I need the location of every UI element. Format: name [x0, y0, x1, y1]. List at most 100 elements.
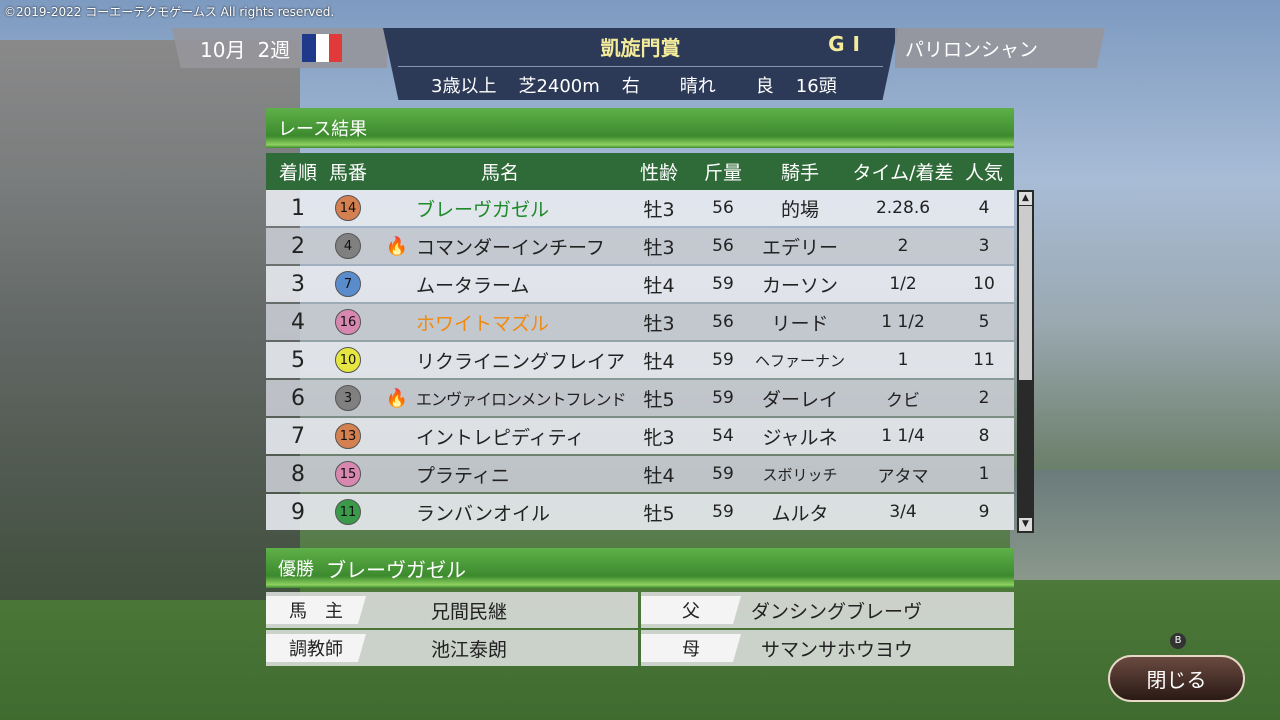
- number-badge: 14: [335, 195, 361, 221]
- horse-name: ランバンオイル: [416, 502, 550, 525]
- jockey: リード: [771, 312, 829, 335]
- sex-age: 牡4: [643, 274, 675, 297]
- table-row[interactable]: 1 14 ブレーヴガゼル 牡3 56 的場 2.28.6 4: [266, 190, 1014, 226]
- owner-label: 馬 主: [266, 596, 366, 624]
- number-badge: 3: [335, 385, 361, 411]
- race-conditions: 3歳以上 芝2400m 右 晴れ 良 16頭: [431, 72, 837, 98]
- time-margin: 3/4: [889, 502, 917, 522]
- race-header: 凱旋門賞 GⅠ 3歳以上 芝2400m 右 晴れ 良 16頭: [383, 28, 898, 100]
- horse-number: 15: [335, 456, 361, 492]
- horse-number: 3: [335, 380, 361, 416]
- winner-name: ブレーヴガゼル: [326, 557, 466, 582]
- popularity: 11: [973, 350, 995, 370]
- column-header: 着順: [278, 162, 318, 184]
- time-margin: クビ: [886, 390, 920, 411]
- scrollbar-thumb[interactable]: [1019, 206, 1032, 380]
- time-margin: 1: [897, 350, 909, 370]
- column-header: 馬番: [328, 162, 368, 184]
- column-header: 騎手: [780, 162, 820, 184]
- position: 8: [291, 461, 305, 487]
- jockey: スボリッチ: [762, 465, 838, 484]
- number-badge: 10: [335, 347, 361, 373]
- table-row[interactable]: 7 13 イントレピディティ 牝3 54 ジャルネ 1 1/4 8: [266, 418, 1014, 454]
- popularity: 5: [978, 312, 990, 332]
- horse-name: コマンダーインチーフ: [416, 236, 605, 259]
- owner-value: 兄間民継: [431, 600, 508, 623]
- winner-label: 優勝: [278, 559, 314, 580]
- trainer-row: 調教師 池江泰朗: [266, 630, 638, 666]
- table-row[interactable]: 5 10 リクライニングフレイア 牡4 59 ヘファーナン 1 11: [266, 342, 1014, 378]
- position: 6: [291, 385, 305, 411]
- horse-name: リクライニングフレイア: [416, 350, 626, 373]
- results-title-bar: レース結果: [266, 108, 1014, 148]
- table-row[interactable]: 9 11 ランバンオイル 牡5 59 ムルタ 3/4 9: [266, 494, 1014, 530]
- position: 5: [291, 347, 305, 373]
- table-row[interactable]: 6 3 🔥 エンヴァイロンメントフレンド 牡5 59 ダーレイ クビ 2: [266, 380, 1014, 416]
- racecourse: パリロンシャン: [895, 28, 1105, 68]
- number-badge: 16: [335, 309, 361, 335]
- table-row[interactable]: 2 4 🔥 コマンダーインチーフ 牡3 56 エデリー 2 3: [266, 228, 1014, 264]
- table-row[interactable]: 3 7 ムータラーム 牡4 59 カーソン 1/2 10: [266, 266, 1014, 302]
- horse-number: 10: [335, 342, 361, 378]
- horse-name: プラティニ: [416, 464, 510, 487]
- scroll-down-icon[interactable]: ▼: [1019, 518, 1032, 531]
- sex-age: 牡5: [643, 502, 675, 525]
- sire-value: ダンシングブレーヴ: [751, 600, 923, 623]
- number-badge: 4: [335, 233, 361, 259]
- jockey: 的場: [780, 198, 820, 221]
- time-margin: 2: [897, 236, 909, 256]
- horse-number: 4: [335, 228, 361, 264]
- time-margin: 1 1/4: [881, 426, 925, 446]
- position: 3: [291, 271, 305, 297]
- jockey: カーソン: [761, 274, 839, 297]
- sire-label: 父: [641, 596, 741, 624]
- column-header: 人気: [964, 162, 1004, 184]
- position: 7: [291, 423, 305, 449]
- time-margin: 1/2: [889, 274, 917, 294]
- position: 2: [291, 233, 305, 259]
- copyright: ©2019-2022 コーエーテクモゲームス All rights reserv…: [4, 5, 335, 19]
- winner-bar: 優勝 ブレーヴガゼル: [266, 548, 1014, 588]
- column-header: タイム/着差: [852, 162, 954, 184]
- sex-age: 牡3: [643, 236, 675, 259]
- horse-name: ブレーヴガゼル: [416, 198, 550, 221]
- scrollbar[interactable]: ▲ ▼: [1017, 190, 1034, 533]
- time-margin: アタマ: [877, 466, 929, 487]
- close-button[interactable]: 閉じる: [1108, 655, 1245, 702]
- popularity: 1: [978, 464, 990, 484]
- column-header: 性齢: [639, 162, 679, 184]
- condition: 芝2400m: [518, 76, 600, 97]
- sex-age: 牡5: [643, 388, 675, 411]
- column-header: 斤量: [703, 162, 743, 184]
- weight: 56: [712, 312, 734, 332]
- table-row[interactable]: 4 16 ホワイトマズル 牡3 56 リード 1 1/2 5: [266, 304, 1014, 340]
- weight: 59: [712, 464, 734, 484]
- popularity: 10: [973, 274, 995, 294]
- sex-age: 牡3: [643, 198, 675, 221]
- condition: 良: [755, 76, 774, 97]
- column-header: 馬名: [480, 162, 520, 184]
- popularity: 4: [978, 198, 990, 218]
- condition: 晴れ: [679, 76, 716, 97]
- date-box: 10月 2週: [172, 28, 387, 68]
- scroll-up-icon[interactable]: ▲: [1019, 192, 1032, 205]
- jockey: ムルタ: [771, 502, 829, 525]
- b-button-icon: B: [1170, 633, 1186, 649]
- time-margin: 1 1/2: [881, 312, 925, 332]
- flame-icon: 🔥: [385, 235, 409, 257]
- week: 2週: [257, 37, 291, 62]
- position: 1: [291, 195, 305, 221]
- sex-age: 牡4: [643, 350, 675, 373]
- time-margin: 2.28.6: [875, 198, 931, 218]
- condition: 右: [621, 76, 640, 97]
- horse-number: 13: [335, 418, 361, 454]
- results-title: レース結果: [278, 119, 368, 140]
- dam-label: 母: [641, 634, 741, 662]
- dam-row: 母 サマンサホウヨウ: [641, 630, 1014, 666]
- divider: [398, 66, 883, 67]
- owner-row: 馬 主 兄間民継: [266, 592, 638, 628]
- table-header: 着順 馬番 馬名 性齢 斤量 騎手 タイム/着差 人気: [266, 153, 1014, 190]
- popularity: 9: [978, 502, 990, 522]
- table-row[interactable]: 8 15 プラティニ 牡4 59 スボリッチ アタマ 1: [266, 456, 1014, 492]
- weight: 59: [712, 502, 734, 522]
